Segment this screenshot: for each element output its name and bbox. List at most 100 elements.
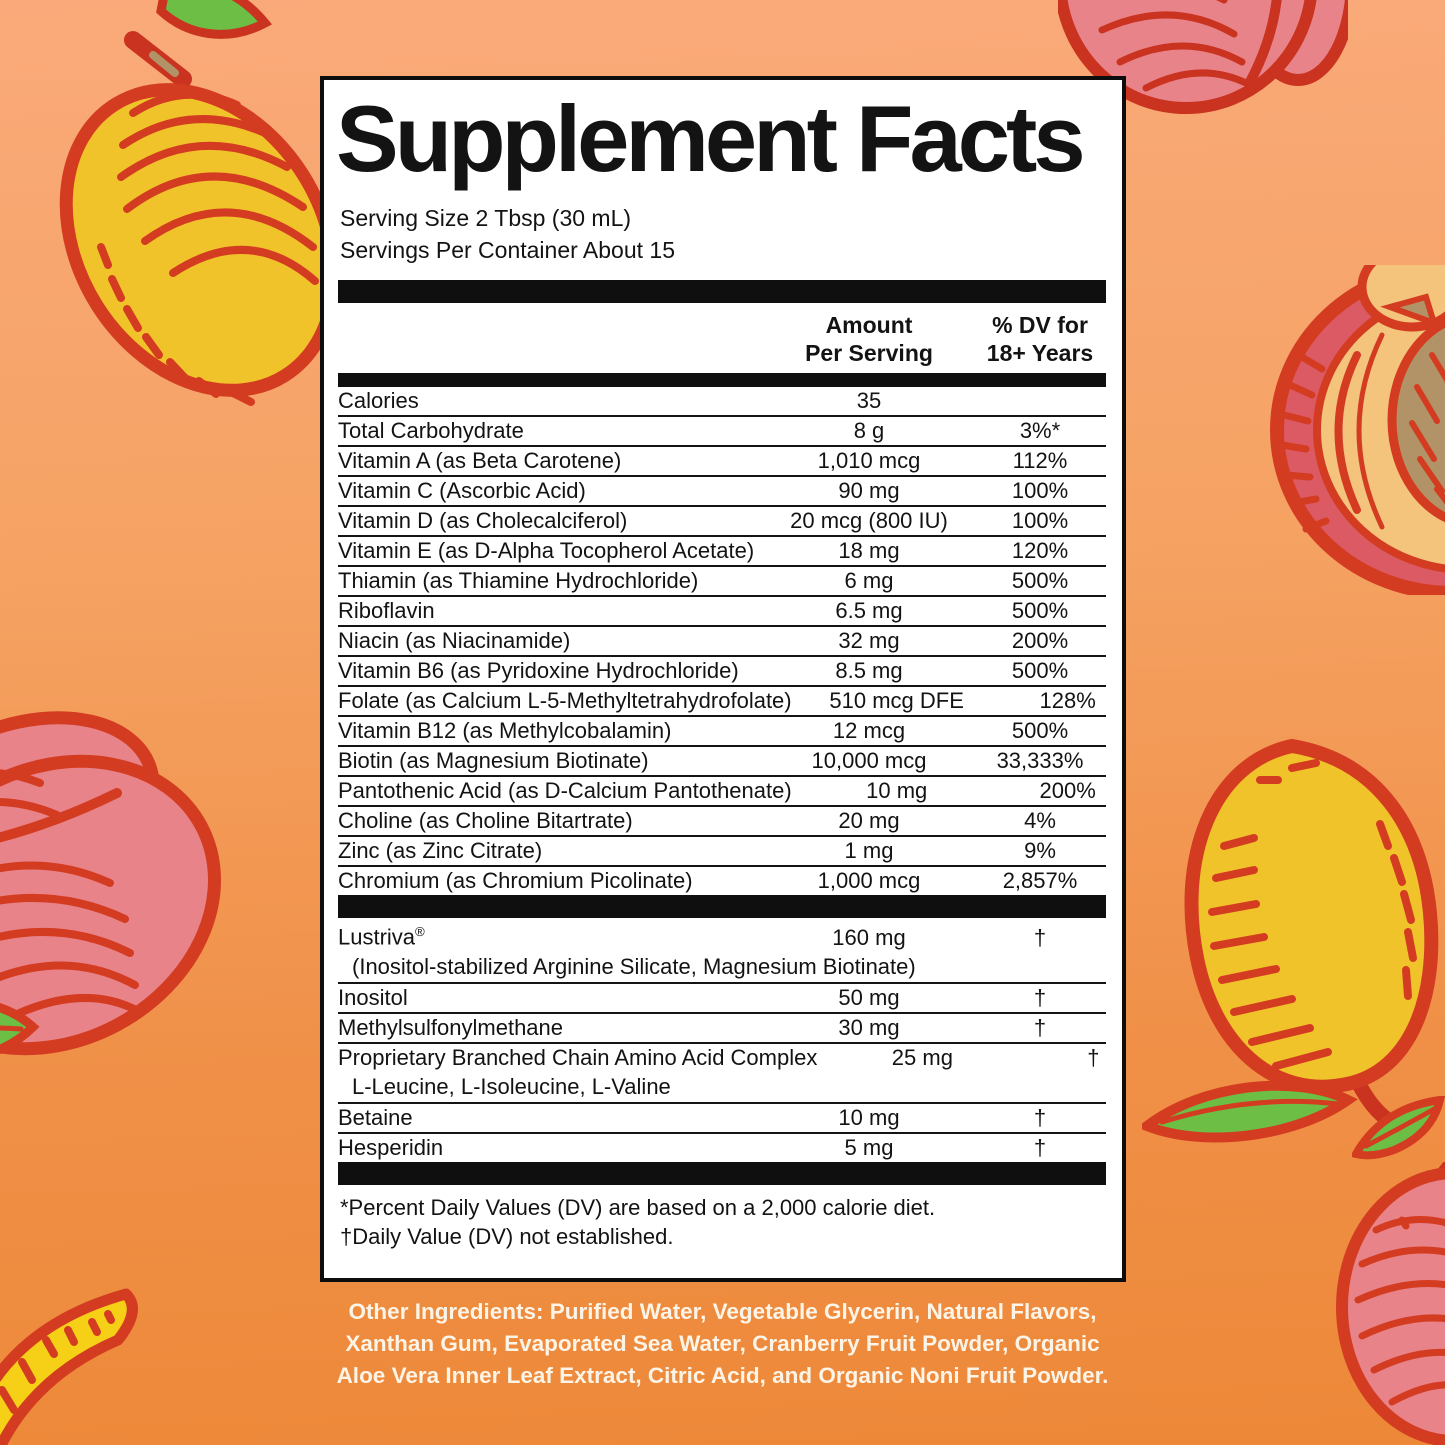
other-ingredients-line: Xanthan Gum, Evaporated Sea Water, Cranb…: [345, 1331, 1100, 1356]
table-row: Lustriva® 160 mg † (Inositol-stabilized Arg…: [338, 918, 1106, 984]
nutrient-amount: 8.5 mg: [835, 658, 903, 684]
nutrient-amount: 20 mcg (800 IU): [790, 508, 948, 534]
divider-bar-top: [338, 280, 1106, 304]
nutrient-amount: 1,000 mcg: [817, 868, 921, 894]
nutrient-dv: †: [1087, 1044, 1100, 1070]
nutrient-name: Vitamin D (as Cholecalciferol): [338, 508, 628, 534]
table-row: Vitamin C (Ascorbic Acid) 90 mg 100%: [338, 477, 1106, 508]
header-amount-line1: Amount: [825, 312, 913, 339]
nutrient-amount: 32 mg: [838, 628, 900, 654]
nutrient-name: Methylsulfonylmethane: [338, 1014, 564, 1040]
table-row: Total Carbohydrate 8 g 3%*: [338, 417, 1106, 448]
nutrient-dv: 2,857%: [1002, 868, 1078, 894]
table-row: Riboflavin 6.5 mg 500%: [338, 597, 1106, 628]
nutrient-name: Lustriva®: [338, 924, 425, 950]
nutrient-dv: 33,333%: [996, 748, 1084, 774]
nutrient-dv: 128%: [1039, 688, 1096, 714]
nutrient-amount: 50 mg: [838, 984, 900, 1010]
nutrient-dv: †: [1033, 984, 1047, 1010]
nutrient-dv: 100%: [1011, 508, 1069, 534]
nutrient-amount: 20 mg: [838, 808, 900, 834]
table-row: Pantothenic Acid (as D-Calcium Pantothen…: [338, 777, 1106, 808]
nutrient-name: Betaine: [338, 1104, 413, 1130]
nutrient-name: Vitamin B6 (as Pyridoxine Hydrochloride): [338, 658, 739, 684]
nutrient-dv: †: [1033, 1104, 1047, 1130]
other-ingredients: Other Ingredients: Purified Water, Veget…: [273, 1296, 1173, 1392]
nutrient-name: Niacin (as Niacinamide): [338, 628, 571, 654]
divider-bar-middle: [338, 895, 1106, 919]
nutrient-amount: 25 mg: [891, 1044, 953, 1070]
nutrient-dv: 100%: [1011, 478, 1069, 504]
table-row: Folate (as Calcium L-5-Methyltetrahydrof…: [338, 687, 1106, 718]
nutrient-name: Inositol: [338, 984, 408, 1010]
footnotes: *Percent Daily Values (DV) are based on …: [340, 1193, 1106, 1251]
nutrient-amount: 90 mg: [838, 478, 900, 504]
footnote-daily-values: *Percent Daily Values (DV) are based on …: [340, 1194, 936, 1220]
header-name-cell: [338, 311, 764, 367]
nutrient-name: Calories: [338, 388, 419, 414]
nutrient-name: Hesperidin: [338, 1134, 444, 1160]
nutrient-amount: 30 mg: [838, 1014, 900, 1040]
supplement-facts-panel: Supplement Facts Serving Size 2 Tbsp (30…: [320, 76, 1126, 1282]
serving-info: Serving Size 2 Tbsp (30 mL) Servings Per…: [340, 202, 1106, 266]
nutrient-amount: 6.5 mg: [835, 598, 903, 624]
nutrient-name: Riboflavin: [338, 598, 435, 624]
table-row: Vitamin B6 (as Pyridoxine Hydrochloride)…: [338, 657, 1106, 688]
nutrient-name: Vitamin B12 (as Methylcobalamin): [338, 718, 672, 744]
nutrient-name: Vitamin A (as Beta Carotene): [338, 448, 622, 474]
mango-illustration-bottom-right: [1142, 738, 1439, 1143]
table-row: Vitamin D (as Cholecalciferol) 20 mcg (80…: [338, 507, 1106, 538]
other-ingredients-line: Aloe Vera Inner Leaf Extract, Citric Aci…: [336, 1363, 1109, 1388]
nutrient-dv: †: [1033, 1014, 1047, 1040]
panel-title: Supplement Facts: [336, 86, 1086, 191]
table-row: Biotin (as Magnesium Biotinate) 10,000 mc…: [338, 747, 1106, 778]
nutrient-name: Folate (as Calcium L-5-Methyltetrahydrof…: [338, 688, 792, 714]
table-row: Thiamin (as Thiamine Hydrochloride) 6 mg 5…: [338, 567, 1106, 598]
table-row: Choline (as Choline Bitartrate) 20 mg 4%: [338, 807, 1106, 838]
nutrient-amount: 1 mg: [844, 838, 894, 864]
nutrient-subline: (Inositol-stabilized Arginine Silicate, …: [352, 953, 916, 979]
table-row: Hesperidin 5 mg †: [338, 1134, 1106, 1162]
header-dv-line1: % DV for: [992, 312, 1088, 339]
nutrient-dv: 200%: [1039, 778, 1096, 804]
table-row: Proprietary Branched Chain Amino Acid Co…: [338, 1044, 1106, 1104]
nutrient-name: Zinc (as Zinc Citrate): [338, 838, 543, 864]
nutrient-name: Biotin (as Magnesium Biotinate): [338, 748, 649, 774]
nutrient-name: Proprietary Branched Chain Amino Acid Co…: [338, 1044, 818, 1070]
nutrient-amount: 10 mg: [866, 778, 928, 804]
nutrient-amount: 8 g: [853, 418, 885, 444]
nutrient-name: Total Carbohydrate: [338, 418, 524, 444]
nutrient-name: Vitamin C (Ascorbic Acid): [338, 478, 586, 504]
nutrient-dv: †: [1033, 1134, 1047, 1160]
table-row: Vitamin E (as D-Alpha Tocopherol Acetate…: [338, 537, 1106, 568]
table-row: Vitamin B12 (as Methylcobalamin) 12 mcg 50…: [338, 717, 1106, 748]
nutrient-name: Chromium (as Chromium Picolinate): [338, 868, 693, 894]
nutrient-dv: 112%: [1012, 448, 1068, 474]
nutrient-dv: 3%*: [1019, 418, 1061, 444]
nutrient-dv: 500%: [1011, 718, 1069, 744]
nutrient-amount: 1,010 mcg: [817, 448, 921, 474]
header-amount-line2: Per Serving: [805, 340, 933, 367]
table-row: Calories 35: [338, 387, 1106, 418]
nutrient-name: Pantothenic Acid (as D-Calcium Pantothen…: [338, 778, 792, 804]
nutrient-amount: 510 mcg DFE: [829, 688, 964, 714]
divider-bar-under-header: [338, 373, 1106, 388]
table-row: Niacin (as Niacinamide) 32 mg 200%: [338, 627, 1106, 658]
serving-size: Serving Size 2 Tbsp (30 mL): [340, 205, 632, 232]
nutrients-table-section1: Calories 35 Total Carbohydrate 8 g 3%* Vitami…: [338, 387, 1106, 895]
header-dv-cell: % DV for 18+ Years: [974, 311, 1106, 367]
nutrients-table-section2: Lustriva® 160 mg † (Inositol-stabilized Arg…: [338, 918, 1106, 1161]
nutrient-amount: 160 mg: [832, 924, 906, 950]
divider-bar-bottom: [338, 1161, 1106, 1185]
header-dv-line2: 18+ Years: [986, 340, 1094, 367]
cut-peach-illustration-right: [1270, 265, 1445, 595]
header-amount-cell: Amount Per Serving: [764, 311, 974, 367]
nutrient-amount: 35: [856, 388, 882, 414]
table-header: Amount Per Serving % DV for 18+ Years: [338, 303, 1106, 373]
nutrient-name: Thiamin (as Thiamine Hydrochloride): [338, 568, 699, 594]
nutrient-dv: 200%: [1011, 628, 1069, 654]
nutrient-dv: 500%: [1011, 598, 1069, 624]
nutrient-dv: 4%: [1024, 808, 1056, 834]
nutrient-name: Choline (as Choline Bitartrate): [338, 808, 633, 834]
